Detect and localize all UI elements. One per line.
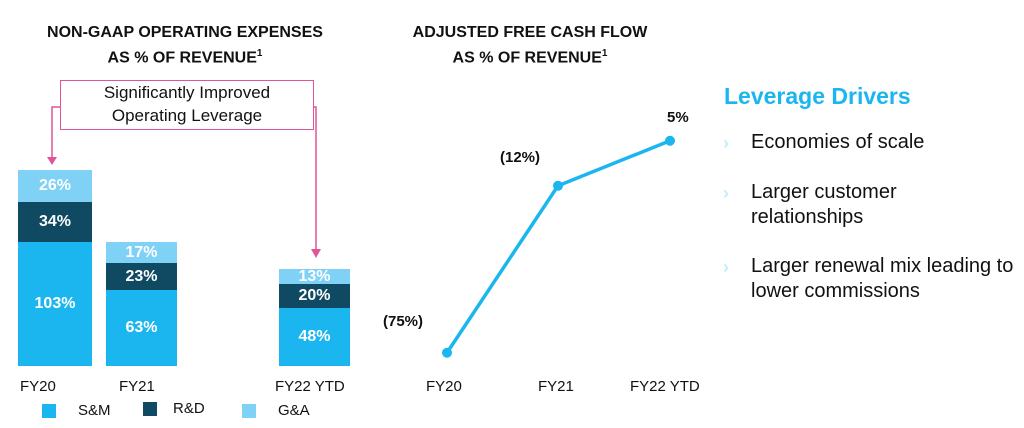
fcf-title-line2: AS % OF REVENUE (452, 49, 602, 67)
chevron-right-icon: › (723, 133, 729, 153)
fcf-data-label: (75%) (383, 313, 424, 330)
driver-text: Economies of scale (751, 131, 925, 153)
callout-arrows (47, 106, 321, 258)
bar-rd-fy20: 34% (18, 201, 92, 243)
driver-item: › Larger customer relationships (723, 180, 1011, 230)
arrow-to-fy22 (313, 106, 317, 250)
x-label-fy21: FY21 (119, 378, 155, 395)
legend-swatch (143, 401, 157, 416)
bar-ga-fy22-ytd: 13% (279, 268, 350, 285)
driver-item: › Larger renewal mix leading to lower com… (723, 254, 1021, 304)
fcf-x-label-fy22: FY22 YTD (630, 378, 700, 395)
legend-swatch (242, 403, 256, 418)
bar-rd-fy21: 23% (106, 262, 177, 291)
bar-ga-fy20: 26% (18, 170, 92, 202)
fcf-point-fy22-ytd (665, 135, 675, 146)
fcf-x-label-fy20: FY20 (426, 378, 462, 395)
bar-rd-fy22-ytd: 20% (279, 284, 350, 309)
footnote-marker: 1 (256, 48, 263, 59)
chevron-right-icon: › (723, 257, 729, 277)
leverage-callout: Significantly Improved Operating Leverag… (60, 80, 314, 130)
bar-ga-fy21: 17% (106, 242, 177, 263)
chevron-right-icon: › (723, 183, 729, 203)
fcf-point-fy20 (442, 347, 452, 358)
legend-label: S&M (78, 402, 111, 419)
fcf-chart-title: ADJUSTED FREE CASH FLOW AS % OF REVENUE1 (365, 22, 695, 68)
fcf-line (445, 139, 671, 354)
callout-line2: Operating Leverage (111, 106, 263, 125)
fcf-title-line1: ADJUSTED FREE CASH FLOW (412, 24, 648, 41)
driver-text: Larger renewal mix leading to lower comm… (751, 255, 1014, 302)
x-label-fy22: FY22 YTD (275, 378, 345, 395)
opex-chart-title: NON-GAAP OPERATING EXPENSES AS % OF REVE… (10, 22, 360, 68)
arrow-to-fy20 (51, 106, 60, 158)
opex-title-line1: NON-GAAP OPERATING EXPENSES (47, 24, 323, 41)
driver-text: Larger customer relationships (751, 181, 897, 228)
legend-ga: G&A (242, 402, 310, 419)
legend-rd: R&D (143, 400, 205, 417)
arrowhead-icon (47, 157, 57, 165)
x-label-fy20: FY20 (20, 378, 56, 395)
legend-label: G&A (278, 402, 310, 419)
bar-sm-fy21: 63% (106, 290, 177, 366)
opex-title-line2: AS % OF REVENUE (107, 49, 257, 67)
fcf-point-fy21 (553, 180, 563, 191)
arrowhead-icon (311, 249, 321, 258)
callout-line1: Significantly Improved (103, 83, 271, 102)
bar-sm-fy22-ytd: 48% (279, 308, 350, 366)
fcf-data-label: 5% (667, 109, 689, 126)
legend-swatch (42, 403, 56, 418)
drivers-title: Leverage Drivers (724, 83, 911, 109)
fcf-data-label: (12%) (500, 149, 541, 166)
footnote-marker: 1 (601, 48, 608, 59)
fcf-x-label-fy21: FY21 (538, 378, 574, 395)
legend-sm: S&M (42, 402, 111, 419)
legend-label: R&D (173, 400, 205, 417)
bar-sm-fy20: 103% (18, 242, 92, 366)
driver-item: › Economies of scale (723, 130, 1011, 155)
